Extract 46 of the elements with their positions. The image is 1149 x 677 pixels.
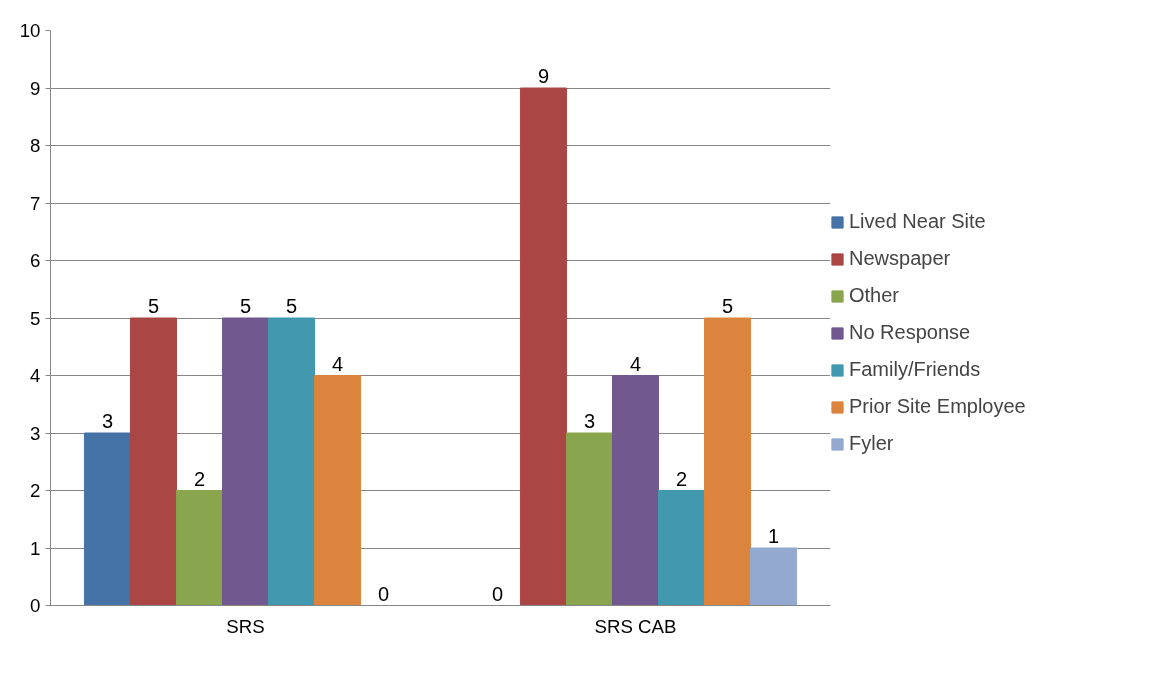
bar — [750, 547, 798, 606]
legend-label: Prior Site Employee — [849, 395, 1026, 418]
y-tick-label: 4 — [30, 365, 41, 386]
y-tick-label: 7 — [30, 192, 41, 214]
y-tick-label: 5 — [30, 307, 41, 329]
data-label: 9 — [537, 65, 550, 87]
y-tick-label: 2 — [30, 480, 41, 501]
y-tick-label: 1 — [30, 537, 41, 559]
bar — [221, 317, 270, 606]
bar — [129, 317, 177, 606]
x-tick-label: SRS CAB — [594, 615, 677, 637]
legend-label: Lived Near Site — [849, 210, 986, 233]
legend-label: Other — [849, 284, 900, 307]
legend-label: Family/Friends — [849, 358, 981, 381]
y-tick-label: 8 — [30, 135, 41, 156]
bar — [268, 317, 316, 606]
data-label: 0 — [378, 582, 390, 605]
data-label: 4 — [331, 352, 344, 375]
data-label: 1 — [768, 525, 780, 547]
y-tick-label: 3 — [30, 422, 41, 444]
data-label: 5 — [721, 295, 734, 317]
legend-label: Fyler — [849, 432, 894, 455]
bar — [314, 375, 362, 606]
data-label: 5 — [285, 295, 298, 317]
bar — [611, 375, 660, 606]
bar — [658, 490, 706, 606]
legend-label: No Response — [849, 321, 971, 344]
bar — [83, 432, 131, 606]
data-label: 2 — [675, 467, 688, 490]
y-tick-label: 10 — [19, 20, 41, 41]
bar — [704, 317, 752, 606]
data-label: 3 — [583, 410, 596, 432]
bar — [175, 490, 223, 606]
legend-label: Newspaper — [849, 247, 951, 270]
data-label: 4 — [629, 352, 642, 375]
data-label: 5 — [147, 295, 160, 317]
data-label: 0 — [491, 582, 503, 605]
x-tick-label: SRS — [226, 615, 265, 637]
data-label: 3 — [101, 410, 113, 432]
y-tick-label: 0 — [30, 595, 41, 616]
y-tick-label: 9 — [30, 77, 41, 99]
bar — [565, 432, 613, 606]
bar — [519, 87, 567, 606]
y-tick-label: 6 — [30, 250, 41, 271]
data-label: 5 — [239, 295, 252, 317]
data-label: 2 — [193, 467, 206, 490]
